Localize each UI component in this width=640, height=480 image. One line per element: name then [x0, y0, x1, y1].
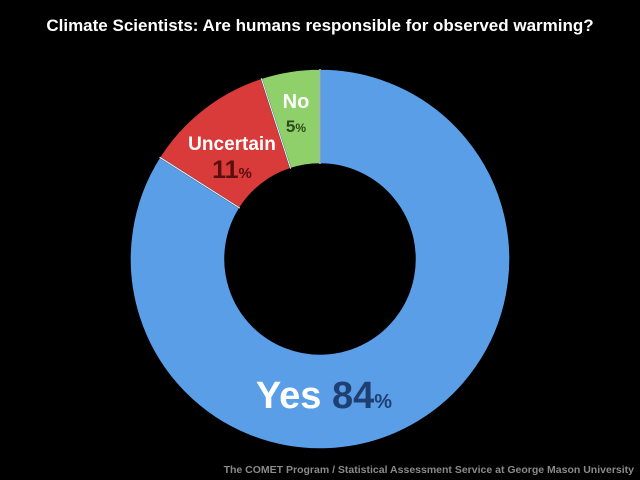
slice-separator	[260, 78, 292, 169]
donut-slice-yes	[129, 68, 511, 450]
slice-label-no: No	[283, 91, 310, 113]
slice-separator	[159, 156, 241, 209]
chart-title: Climate Scientists: Are humans responsib…	[46, 16, 594, 35]
slice-value-uncertain: 11%	[212, 156, 252, 184]
slice-value-no: 5%	[286, 117, 306, 136]
data-label-yes: Yes 84%	[256, 375, 392, 417]
slice-label-uncertain: Uncertain	[188, 134, 276, 155]
source-credit: The COMET Program / Statistical Assessme…	[223, 464, 634, 476]
